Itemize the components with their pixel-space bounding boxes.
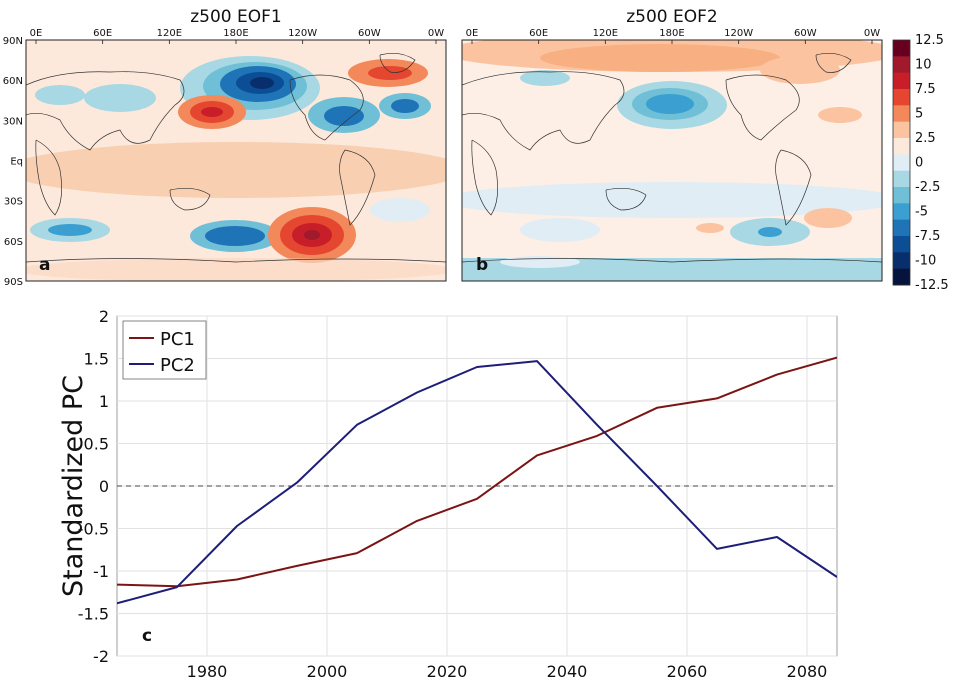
panel-a-lon-label: 60E [93, 28, 112, 39]
y-tick-label: 1.5 [84, 350, 109, 369]
colorbar-swatch [893, 187, 910, 204]
y-tick-label: 0.5 [84, 435, 109, 454]
colorbar-swatch [893, 121, 910, 139]
panel-c-label: c [142, 626, 152, 646]
panel-a-coastlines [26, 53, 446, 263]
panel-b-label: b [476, 255, 488, 275]
y-tick-label: -0.5 [78, 520, 109, 539]
panel-a-lat-label: 90S [4, 277, 23, 288]
panel-a-title: z500 EOF1 [190, 7, 282, 27]
panel-b: z500 EOF2 [461, 7, 883, 282]
panel-a-lon-label: 120W [288, 28, 317, 39]
panel-a: z500 EOF1 [3, 7, 447, 288]
panel-a-lon-label: 180E [223, 28, 248, 39]
panel-b-lon-label: 0W [864, 28, 880, 39]
panel-a-lon-label: 0E [30, 28, 43, 39]
panel-b-coastlines [462, 53, 882, 263]
panel-a-lon-label: 0W [428, 28, 444, 39]
panel-b-lon-label: 180E [659, 28, 684, 39]
panel-b-field [462, 40, 882, 281]
x-tick-label: 2080 [787, 662, 828, 681]
colorbar-swatch [893, 89, 910, 106]
panel-b-title: z500 EOF2 [626, 7, 718, 27]
colorbar-swatch [893, 268, 910, 286]
colorbar-swatch [893, 56, 910, 74]
colorbar-tick-label: -10 [915, 254, 936, 269]
colorbar-tick-label: 12.5 [915, 33, 944, 48]
x-tick-label: 2040 [547, 662, 588, 681]
panel-a-lat-label: 90N [3, 36, 23, 47]
legend-pc2-label: PC2 [160, 355, 195, 376]
colorbar-swatch [893, 72, 910, 90]
colorbar-tick-label: -12.5 [915, 278, 949, 293]
colorbar-tick-label: 7.5 [915, 82, 936, 97]
y-tick-label: 1 [99, 392, 109, 411]
panel-c: 1980 2000 2020 2040 2060 2080 -2 -1.5 -1 -0.5 0 0.… [58, 307, 838, 681]
panel-a-lon-labels: 0E 60E 120E 180E 120W 60W 0W [30, 28, 444, 44]
colorbar-swatch [893, 170, 910, 188]
y-axis-label: Standardized PC [58, 375, 89, 597]
y-tick-label: 2 [99, 307, 109, 326]
panel-a-lat-label: 60N [3, 76, 23, 87]
colorbar-swatch [893, 105, 910, 123]
colorbar-tick-label: -5 [915, 205, 928, 220]
y-tick-label: -2 [93, 647, 109, 666]
colorbar-swatch [893, 138, 910, 155]
legend-pc1-label: PC1 [160, 329, 195, 350]
panel-b-lon-label: 60W [794, 28, 817, 39]
colorbar-swatch [893, 252, 910, 270]
colorbar-tick-label: -2.5 [915, 180, 940, 195]
x-tick-label: 2020 [427, 662, 468, 681]
panel-c-y-ticks: -2 -1.5 -1 -0.5 0 0.5 1 1.5 2 [78, 307, 109, 666]
colorbar-tick-label: 2.5 [915, 131, 936, 146]
colorbar-swatch [893, 203, 910, 221]
panel-a-lat-label: 60S [4, 237, 23, 248]
panel-b-lon-label: 0E [466, 28, 479, 39]
panel-a-lat-label: 30S [4, 197, 23, 208]
colorbar-tick-label: 5 [915, 107, 923, 122]
panel-a-label: a [39, 255, 50, 275]
panel-c-series [117, 356, 837, 605]
y-tick-label: -1.5 [78, 605, 109, 624]
colorbar-tick-label: -7.5 [915, 229, 940, 244]
legend: PC1 PC2 [122, 320, 207, 380]
panel-b-lon-label: 120W [724, 28, 753, 39]
panel-a-lon-label: 60W [358, 28, 381, 39]
panel-a-map [26, 40, 446, 281]
y-tick-label: -1 [93, 562, 109, 581]
colorbar-swatch [893, 154, 910, 172]
panel-a-lon-label: 120E [157, 28, 182, 39]
colorbar-tick-label: 10 [915, 58, 932, 73]
panel-a-lat-label: 30N [3, 116, 23, 127]
y-tick-label: 0 [99, 477, 109, 496]
panel-c-x-ticks: 1980 2000 2020 2040 2060 2080 [187, 662, 828, 681]
panel-a-lat-labels: 90N 60N 30N Eq 30S 60S 90S [3, 36, 23, 288]
colorbar-swatch [893, 236, 910, 253]
panel-b-lon-label: 60E [529, 28, 548, 39]
colorbar-swatch [893, 219, 910, 237]
colorbar-swatch [893, 40, 910, 57]
panel-b-map [462, 40, 882, 281]
x-tick-label: 2060 [667, 662, 708, 681]
x-tick-label: 2000 [307, 662, 348, 681]
panel-a-field [26, 56, 446, 281]
colorbar-tick-label: 0 [915, 156, 923, 171]
panel-b-lon-label: 120E [593, 28, 618, 39]
x-tick-label: 1980 [187, 662, 228, 681]
panel-b-lon-labels: 0E 60E 120E 180E 120W 60W 0W [466, 28, 880, 44]
colorbar: 12.5 10 7.5 5 2.5 0 -2.5 -5 -7.5 -10 -12.5 [892, 33, 949, 293]
panel-a-lat-label: Eq [10, 157, 23, 168]
